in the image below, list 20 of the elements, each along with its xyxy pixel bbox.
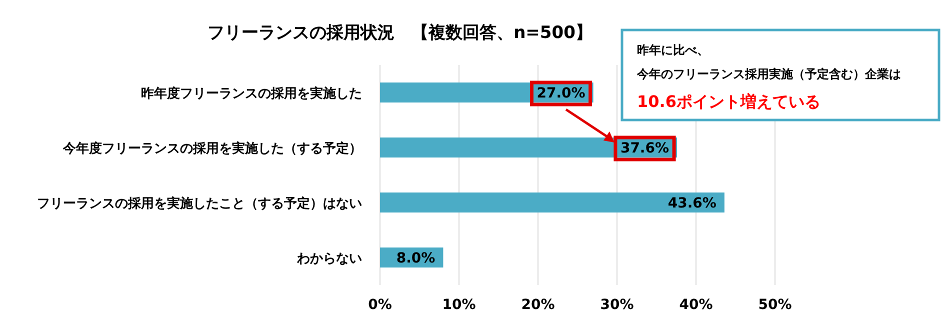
y-tick-label: わからない — [296, 252, 362, 266]
bar — [380, 138, 678, 158]
chart-title: フリーランスの採用状況 【複数回答、n=500】 — [208, 23, 592, 43]
x-tick-label: 20% — [521, 297, 555, 313]
x-tick-label: 0% — [368, 297, 392, 313]
y-tick-label: フリーランスの採用を実施したこと（する予定）はない — [37, 196, 362, 212]
x-tick-label: 30% — [600, 297, 634, 313]
text: 昨年に比べ、 — [637, 43, 709, 57]
data-label: 8.0% — [396, 250, 436, 266]
y-tick-label: 昨年度フリーランスの採用を実施した — [141, 86, 362, 102]
data-label: 37.6% — [620, 140, 670, 156]
bar — [380, 192, 724, 212]
data-label: 27.0% — [536, 86, 586, 102]
annotation: 今年のフリーランス採用実施（予定含む）企業は — [636, 67, 901, 81]
annotation: 10.6ポイント増えている — [637, 92, 820, 111]
data-label: 43.6% — [668, 196, 716, 212]
x-tick-label: 10% — [442, 297, 476, 313]
y-tick-label: 今年度フリーランスの採用を実施した（する予定） — [62, 140, 362, 156]
x-tick-label: 50% — [758, 297, 792, 313]
x-tick-label: 40% — [679, 297, 713, 313]
